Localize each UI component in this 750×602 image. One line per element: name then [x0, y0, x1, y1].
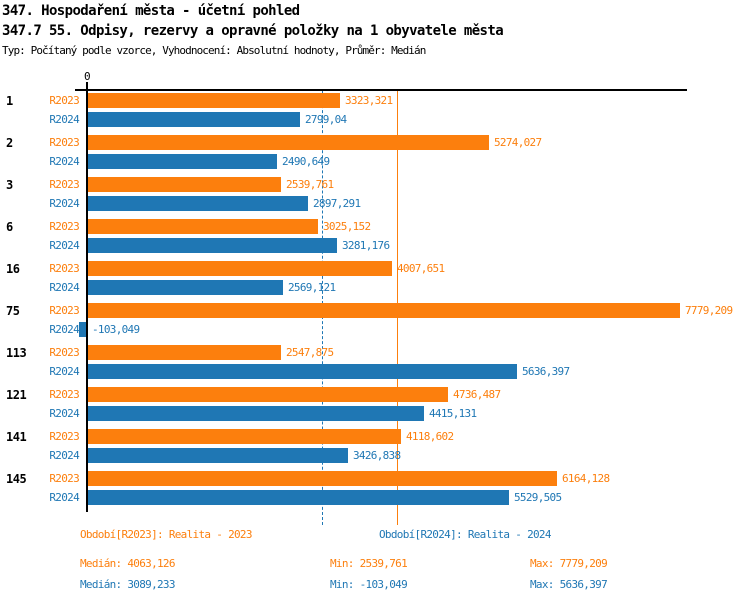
- bar-value-label: 2569,121: [288, 281, 336, 294]
- legend-max-r2024: Max: 5636,397: [530, 578, 608, 591]
- bar-value-label: 4007,651: [397, 262, 445, 275]
- bar-r2023: [87, 303, 680, 318]
- bar-r2023: [87, 387, 448, 402]
- series-label-r2023: R2023: [49, 262, 79, 275]
- legend-min-r2023: Min: 2539,761: [330, 557, 408, 570]
- series-label-r2023: R2023: [49, 220, 79, 233]
- bar-r2024: [79, 322, 87, 337]
- bar-r2024: [87, 364, 517, 379]
- series-label-r2024: R2024: [49, 239, 79, 252]
- bar-r2023: [87, 93, 340, 108]
- category-label: 3: [6, 178, 13, 192]
- bar-value-label: 7779,209: [685, 304, 733, 317]
- bar-r2024: [87, 196, 308, 211]
- bar-r2024: [87, 406, 424, 421]
- category-label: 141: [6, 430, 27, 444]
- series-label-r2024: R2024: [49, 365, 79, 378]
- category-label: 2: [6, 136, 13, 150]
- bar-value-label: 6164,128: [562, 472, 610, 485]
- bar-value-label: 2490,649: [282, 155, 330, 168]
- legend-period-r2023: Období[R2023]: Realita - 2023: [80, 528, 252, 541]
- series-label-r2024: R2024: [49, 281, 79, 294]
- bar-value-label: 3281,176: [342, 239, 390, 252]
- bar-r2023: [87, 471, 557, 486]
- bar-r2024: [87, 238, 337, 253]
- category-label: 1: [6, 94, 13, 108]
- zero-tick-label: 0: [83, 70, 91, 83]
- x-axis-line: [75, 89, 687, 91]
- bar-value-label: 4118,602: [406, 430, 454, 443]
- series-label-r2023: R2023: [49, 430, 79, 443]
- page-meta: Typ: Počítaný podle vzorce, Vyhodnocení:…: [2, 44, 426, 57]
- bar-r2024: [87, 448, 348, 463]
- bar-value-label: 2897,291: [313, 197, 361, 210]
- series-label-r2023: R2023: [49, 472, 79, 485]
- bar-value-label: -103,049: [92, 323, 140, 336]
- series-label-r2024: R2024: [49, 491, 79, 504]
- bar-value-label: 2547,875: [286, 346, 334, 359]
- bar-r2023: [87, 219, 318, 234]
- bar-r2024: [87, 280, 283, 295]
- category-label: 16: [6, 262, 20, 276]
- bar-value-label: 2539,761: [286, 178, 334, 191]
- series-label-r2024: R2024: [49, 407, 79, 420]
- series-label-r2023: R2023: [49, 346, 79, 359]
- series-label-r2024: R2024: [49, 449, 79, 462]
- series-label-r2023: R2023: [49, 178, 79, 191]
- legend-median-r2024: Medián: 3089,233: [80, 578, 175, 591]
- category-label: 121: [6, 388, 27, 402]
- category-label: 6: [6, 220, 13, 234]
- bar-r2023: [87, 135, 489, 150]
- bar-r2023: [87, 177, 281, 192]
- series-label-r2023: R2023: [49, 94, 79, 107]
- bar-value-label: 5636,397: [522, 365, 570, 378]
- page-subtitle: 347.7 55. Odpisy, rezervy a opravné polo…: [2, 23, 504, 39]
- bar-value-label: 2799,04: [305, 113, 347, 126]
- series-label-r2024: R2024: [49, 197, 79, 210]
- bar-value-label: 5529,505: [514, 491, 562, 504]
- category-label: 145: [6, 472, 27, 486]
- bar-r2024: [87, 490, 509, 505]
- series-label-r2023: R2023: [49, 136, 79, 149]
- category-label: 113: [6, 346, 27, 360]
- bar-r2023: [87, 429, 401, 444]
- bar-value-label: 3426,838: [353, 449, 401, 462]
- legend-period-r2024: Období[R2024]: Realita - 2024: [379, 528, 551, 541]
- bar-value-label: 4736,487: [453, 388, 501, 401]
- series-label-r2024: R2024: [49, 323, 79, 336]
- category-label: 75: [6, 304, 20, 318]
- legend-max-r2023: Max: 7779,209: [530, 557, 608, 570]
- bar-r2023: [87, 261, 392, 276]
- bar-r2024: [87, 154, 277, 169]
- series-label-r2023: R2023: [49, 388, 79, 401]
- bar-value-label: 3323,321: [345, 94, 393, 107]
- bar-r2024: [87, 112, 300, 127]
- bar-value-label: 5274,027: [494, 136, 542, 149]
- legend-median-r2023: Medián: 4063,126: [80, 557, 175, 570]
- page-title: 347. Hospodaření města - účetní pohled: [2, 3, 300, 19]
- series-label-r2024: R2024: [49, 113, 79, 126]
- series-label-r2023: R2023: [49, 304, 79, 317]
- bar-r2023: [87, 345, 281, 360]
- series-label-r2024: R2024: [49, 155, 79, 168]
- y-axis-line: [86, 82, 88, 512]
- legend-min-r2024: Min: -103,049: [330, 578, 408, 591]
- bar-value-label: 3025,152: [323, 220, 371, 233]
- bar-value-label: 4415,131: [429, 407, 477, 420]
